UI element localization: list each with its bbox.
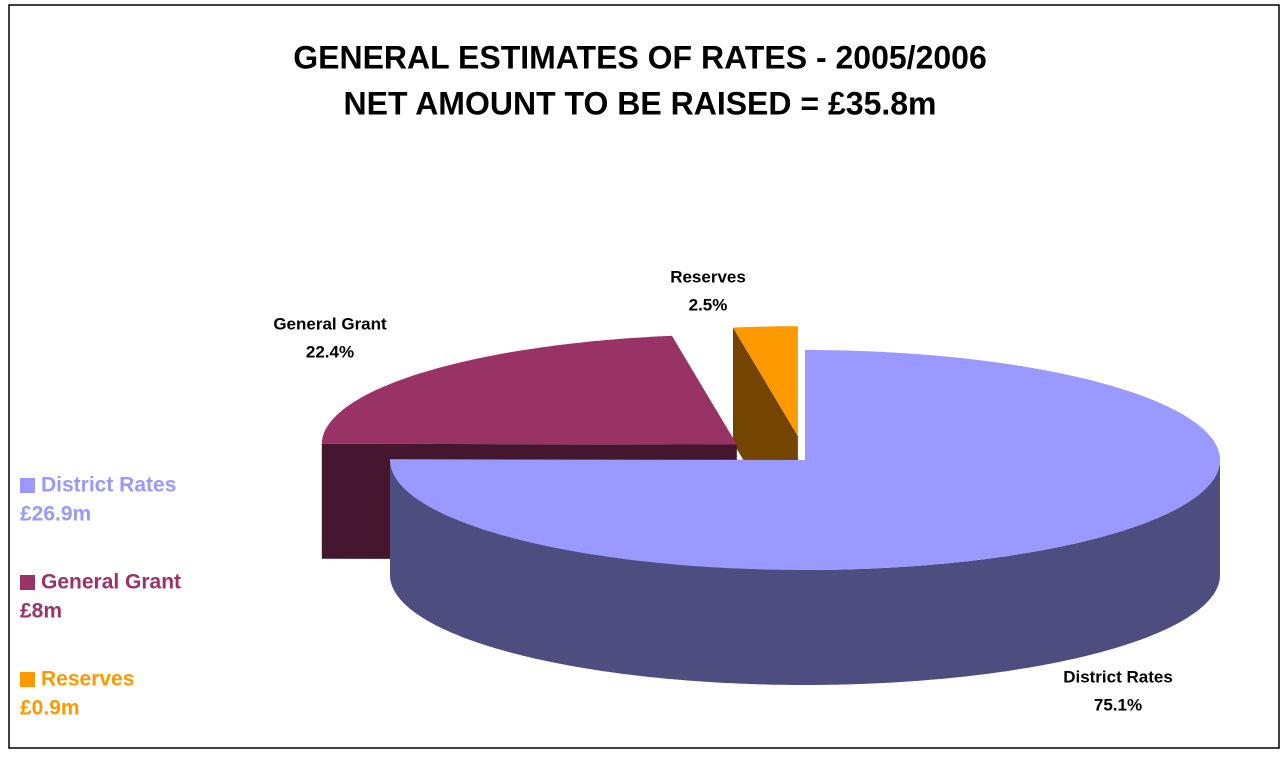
data-label: 2.5%	[689, 295, 728, 314]
data-label-name: District Rates	[1063, 667, 1173, 686]
data-label-name: Reserves	[670, 267, 746, 286]
slice-wall	[390, 460, 1220, 685]
data-label-name: General Grant	[273, 314, 387, 333]
legend-amount: £26.9m	[20, 503, 91, 526]
data-label: 75.1%	[1094, 695, 1142, 714]
slice	[733, 326, 798, 437]
legend-swatch	[20, 478, 35, 493]
legend-label: District Rates	[41, 474, 176, 497]
legend-swatch	[20, 672, 35, 687]
legend-label: General Grant	[41, 571, 181, 594]
chart-subtitle: NET AMOUNT TO BE RAISED = £35.8m	[343, 85, 936, 121]
legend-amount: £0.9m	[20, 697, 80, 720]
data-label: 22.4%	[306, 342, 354, 361]
legend-amount: £8m	[20, 600, 62, 623]
legend-label: Reserves	[41, 668, 134, 691]
slice	[321, 335, 737, 445]
chart-title: GENERAL ESTIMATES OF RATES - 2005/2006	[293, 39, 987, 75]
slice	[390, 350, 1220, 570]
legend-swatch	[20, 575, 35, 590]
